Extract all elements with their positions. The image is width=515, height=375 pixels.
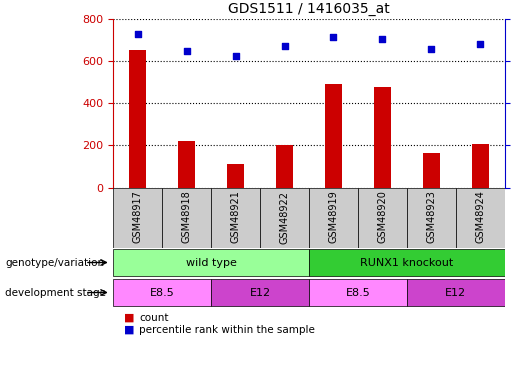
Text: percentile rank within the sample: percentile rank within the sample [139,325,315,335]
Bar [423,153,440,188]
Point [280,43,288,49]
Point [330,34,338,40]
Bar [309,279,407,306]
Text: GSM48920: GSM48920 [377,190,387,243]
Bar [456,188,505,248]
Text: count: count [139,313,168,323]
Text: development stage: development stage [5,288,106,297]
Bar [309,188,358,248]
Bar [407,188,456,248]
Text: GSM48921: GSM48921 [231,190,241,243]
Text: ■: ■ [124,313,134,323]
Bar [129,50,146,188]
Bar [358,188,407,248]
Text: GSM48918: GSM48918 [182,190,192,243]
Bar [113,188,162,248]
Text: GSM48922: GSM48922 [280,190,289,243]
Text: GSM48923: GSM48923 [426,190,436,243]
Point [476,41,484,47]
Text: GSM48924: GSM48924 [475,190,485,243]
Bar [227,164,244,188]
Bar [113,249,309,276]
Bar [276,146,293,188]
Bar [211,188,260,248]
Text: genotype/variation: genotype/variation [5,258,104,267]
Text: E8.5: E8.5 [346,288,370,297]
Text: E12: E12 [445,288,467,297]
Text: RUNX1 knockout: RUNX1 knockout [360,258,454,267]
Bar [472,144,489,188]
Bar [113,279,211,306]
Bar [325,84,342,188]
Bar [407,279,505,306]
Bar [178,141,195,188]
Bar [374,87,391,188]
Bar [260,188,309,248]
Text: E12: E12 [249,288,271,297]
Point [182,48,191,54]
Text: E8.5: E8.5 [150,288,175,297]
Point [378,36,386,42]
Bar [211,279,309,306]
Point [231,53,239,59]
Title: GDS1511 / 1416035_at: GDS1511 / 1416035_at [228,2,390,16]
Bar [309,249,505,276]
Point [133,31,142,37]
Bar [162,188,211,248]
Text: ■: ■ [124,325,134,335]
Text: GSM48917: GSM48917 [133,190,143,243]
Text: wild type: wild type [186,258,236,267]
Text: GSM48919: GSM48919 [329,190,338,243]
Point [427,46,435,52]
